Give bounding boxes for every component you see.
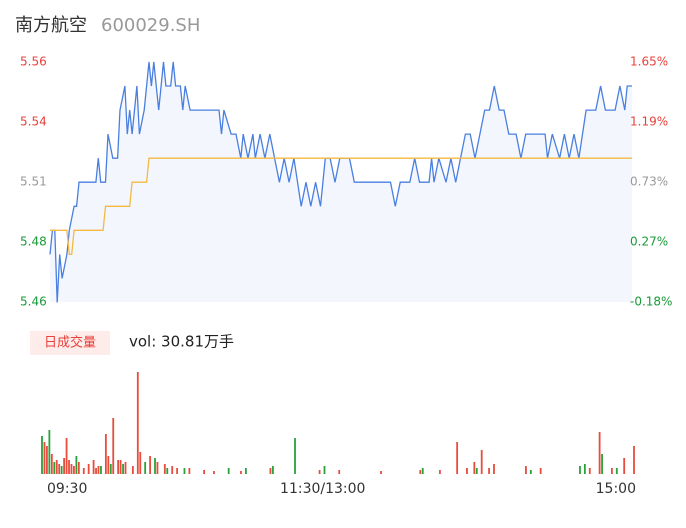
y-tick-label: 5.48	[20, 235, 47, 249]
x-tick-label: 11:30/13:00	[280, 481, 365, 497]
volume-bar	[480, 450, 483, 474]
y-tick-label: 5.56	[20, 55, 47, 69]
volume-bar	[166, 468, 169, 474]
volume-bar	[473, 462, 476, 474]
volume-bar	[107, 456, 110, 474]
y2-tick-label: 0.73%	[630, 175, 668, 189]
y2-tick-label: 1.65%	[630, 55, 668, 69]
volume-bar	[75, 456, 78, 474]
volume-bar	[58, 464, 61, 474]
volume-bar	[380, 471, 382, 474]
volume-bar	[203, 470, 206, 474]
volume-bar	[475, 468, 478, 474]
volume-bar	[144, 462, 147, 474]
volume-bar	[124, 462, 127, 474]
volume-bar	[171, 466, 174, 474]
volume-bar	[95, 468, 97, 474]
y2-tick-label: 0.27%	[630, 235, 668, 249]
volume-bar	[525, 466, 527, 474]
average-line	[50, 157, 632, 256]
volume-bar	[87, 464, 90, 474]
volume-bar	[598, 432, 601, 474]
volume-bar	[633, 446, 635, 474]
volume-bar	[456, 442, 459, 474]
volume-bar	[68, 460, 70, 474]
volume-badge: 日成交量	[44, 335, 96, 351]
volume-bar	[318, 470, 321, 474]
volume-bar	[213, 471, 215, 474]
volume-bar	[156, 462, 159, 474]
volume-bar	[272, 466, 274, 474]
volume-bar	[493, 464, 495, 474]
volume-bar	[488, 468, 490, 474]
volume-bar	[46, 446, 48, 474]
volume-bar	[77, 462, 80, 474]
volume-bar	[539, 468, 542, 474]
volume-bar	[323, 466, 326, 474]
volume-bar	[112, 418, 115, 474]
volume-bar	[227, 468, 230, 474]
volume-bar	[50, 454, 53, 474]
y-tick-label: 5.51	[20, 175, 47, 189]
volume-bar	[419, 470, 422, 474]
volume-bar	[421, 468, 424, 474]
stock-code: 600029.SH	[101, 15, 200, 36]
volume-bar	[188, 468, 191, 474]
y2-tick-label: -0.18%	[630, 295, 672, 309]
volume-bar	[139, 452, 142, 474]
volume-bar	[65, 438, 68, 474]
y-tick-label: 5.54	[20, 115, 47, 129]
price-area	[50, 62, 632, 303]
volume-bar	[176, 468, 179, 474]
volume-label: vol: 30.81万手	[129, 333, 234, 351]
volume-bar	[97, 466, 100, 474]
y2-tick-label: 1.19%	[630, 115, 668, 129]
volume-bar	[48, 430, 51, 474]
volume-bar	[163, 464, 166, 474]
volume-bar	[154, 458, 156, 474]
volume-bar	[131, 466, 134, 474]
volume-bar	[92, 460, 95, 474]
volume-bar	[104, 434, 107, 474]
volume-bar	[623, 458, 626, 474]
volume-bar	[615, 468, 618, 474]
volume-bar	[73, 466, 75, 474]
y-tick-label: 5.46	[20, 295, 47, 309]
volume-bar	[439, 470, 441, 474]
volume-bar	[41, 436, 43, 474]
price-line	[49, 61, 632, 303]
volume-bar	[579, 466, 581, 474]
volume-bar	[588, 468, 591, 474]
volume-bar	[117, 460, 120, 474]
volume-bar	[53, 462, 56, 474]
stock-name: 南方航空	[15, 15, 87, 36]
volume-bar	[269, 468, 272, 474]
volume-bar	[149, 456, 151, 474]
volume-bar	[70, 464, 73, 474]
volume-bar	[240, 471, 242, 474]
volume-bar	[100, 466, 102, 474]
volume-badge-bg	[30, 331, 110, 355]
volume-bar	[43, 442, 46, 474]
volume-bar	[529, 470, 532, 474]
volume-bar	[55, 460, 58, 474]
volume-bar	[583, 464, 586, 474]
volume-bar	[109, 464, 112, 474]
volume-bar	[610, 468, 613, 474]
volume-bar	[119, 460, 122, 474]
volume-bar	[82, 468, 85, 474]
volume-bar	[183, 468, 186, 474]
volume-bar	[294, 438, 296, 474]
volume-bar	[338, 470, 341, 474]
volume-bar	[122, 464, 124, 474]
volume-bar	[60, 466, 63, 474]
x-tick-label: 09:30	[47, 481, 87, 497]
volume-bar	[601, 454, 603, 474]
volume-bar	[63, 458, 66, 474]
x-tick-label: 15:00	[596, 481, 636, 497]
volume-bar	[466, 468, 468, 474]
volume-bar	[136, 372, 139, 474]
volume-bar	[244, 468, 247, 474]
